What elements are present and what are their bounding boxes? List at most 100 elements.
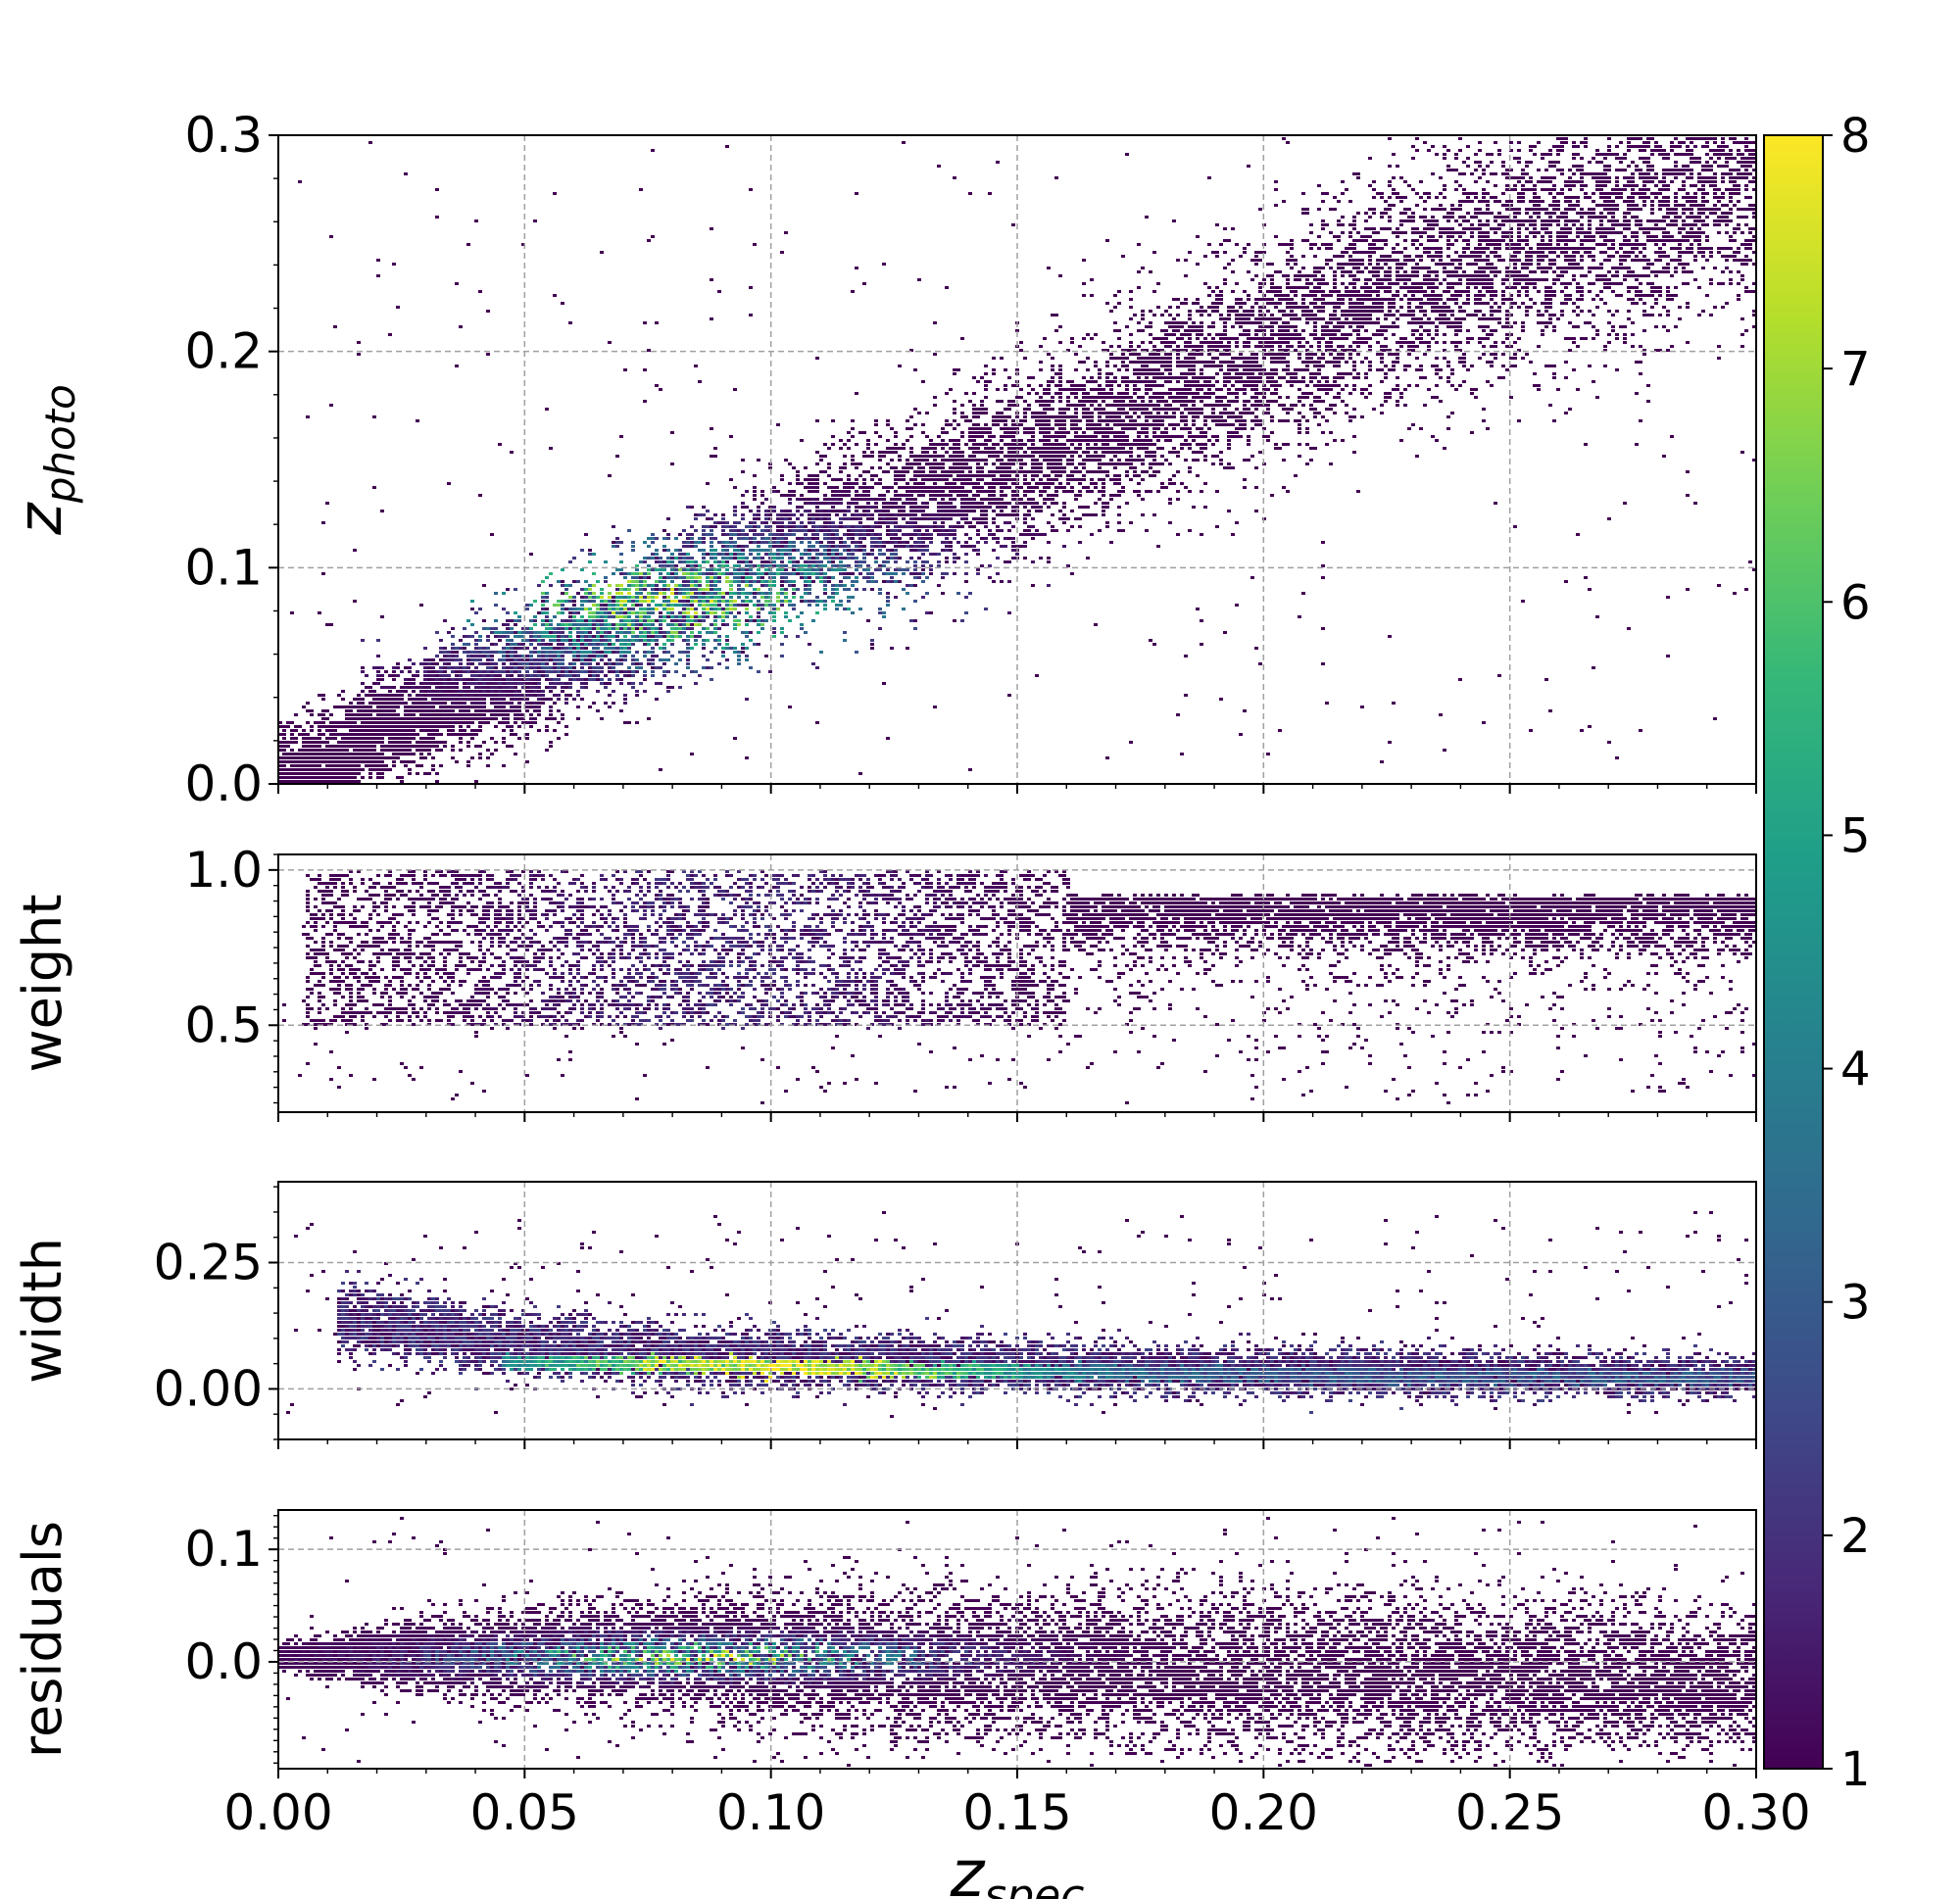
- zphoto-cell: [1164, 368, 1168, 371]
- panel-zphoto: 0.00.10.20.3zphoto: [4, 107, 1756, 812]
- zphoto-cell: [1156, 447, 1160, 450]
- zphoto-cell: [1607, 227, 1611, 230]
- zphoto-cell: [1592, 380, 1595, 383]
- zphoto-cell: [1454, 345, 1458, 348]
- zphoto-cell: [1160, 455, 1164, 458]
- zphoto-cell: [427, 741, 431, 744]
- zphoto-cell: [1674, 192, 1678, 195]
- zphoto-cell: [1646, 227, 1650, 230]
- figure: 0.00.10.20.3zphoto0.51.0weight0.000.25wi…: [0, 0, 1960, 1899]
- zphoto-cell: [866, 439, 870, 442]
- zphoto-cell: [1458, 306, 1462, 309]
- zphoto-cell: [1325, 392, 1329, 395]
- zphoto-cell: [400, 725, 404, 728]
- zphoto-cell: [1298, 333, 1301, 336]
- zphoto-cell: [976, 427, 980, 430]
- zphoto-cell: [580, 643, 584, 646]
- zphoto-cell: [1435, 219, 1439, 222]
- zphoto-cell: [1654, 235, 1658, 238]
- zphoto-cell: [886, 572, 890, 575]
- zphoto-cell: [858, 608, 862, 610]
- zphoto-cell: [980, 506, 984, 509]
- zphoto-cell: [913, 572, 917, 575]
- zphoto-cell: [365, 686, 368, 689]
- zphoto-cell: [1552, 314, 1556, 316]
- zphoto-cell: [674, 576, 678, 579]
- zphoto-cell: [1062, 470, 1066, 473]
- zphoto-cell: [1051, 314, 1054, 316]
- zphoto-cell: [1247, 368, 1250, 371]
- zphoto-cell: [1529, 361, 1533, 364]
- zphoto-cell: [525, 721, 529, 724]
- zphoto-cell: [1564, 267, 1568, 269]
- zphoto-cell: [368, 772, 372, 775]
- zphoto-cell: [1552, 196, 1556, 199]
- zphoto-cell: [1580, 141, 1584, 144]
- zphoto-cell: [1564, 243, 1568, 246]
- zphoto-cell: [463, 670, 466, 673]
- zphoto-cell: [702, 655, 706, 657]
- zphoto-cell: [537, 611, 541, 614]
- zphoto-cell: [1415, 345, 1419, 348]
- zphoto-cell: [568, 627, 572, 630]
- zphoto-cell: [1474, 310, 1478, 313]
- zphoto-cell: [811, 564, 815, 567]
- zphoto-cell: [588, 678, 592, 681]
- zphoto-cell: [1102, 513, 1105, 516]
- zphoto-cell: [1450, 231, 1454, 234]
- zphoto-cell: [968, 521, 972, 524]
- zphoto-cell: [984, 451, 988, 454]
- zphoto-cell: [392, 725, 396, 728]
- zphoto-cell: [1188, 447, 1192, 450]
- zphoto-cell: [878, 553, 882, 556]
- zphoto-cell: [1051, 408, 1054, 411]
- zphoto-cell: [710, 678, 713, 681]
- zphoto-cell: [1137, 321, 1141, 324]
- zphoto-cell: [1576, 325, 1580, 328]
- zphoto-cell: [1564, 208, 1568, 211]
- zphoto-cell: [694, 619, 698, 622]
- zphoto-cell: [1058, 482, 1062, 485]
- zphoto-cell: [627, 615, 631, 618]
- zphoto-cell: [757, 513, 760, 516]
- zphoto-cell: [1674, 267, 1678, 269]
- zphoto-cell: [1631, 270, 1635, 273]
- zphoto-cell: [1552, 325, 1556, 328]
- zphoto-cell: [1466, 196, 1470, 199]
- zphoto-cell: [1290, 239, 1294, 242]
- zphoto-cell: [721, 655, 725, 657]
- zphoto-cell: [960, 619, 964, 622]
- zphoto-cell: [1043, 502, 1047, 505]
- zphoto-cell: [662, 537, 666, 540]
- zphoto-cell: [1623, 184, 1627, 187]
- zphoto-cell: [1243, 404, 1247, 407]
- zphoto-cell: [502, 623, 506, 626]
- zphoto-cell: [745, 655, 749, 657]
- zphoto-cell: [1109, 541, 1113, 544]
- zphoto-cell: [286, 745, 290, 748]
- zphoto-cell: [662, 545, 666, 548]
- zphoto-cell: [1411, 157, 1415, 160]
- zphoto-cell: [1509, 396, 1513, 399]
- zphoto-cell: [506, 709, 510, 712]
- zphoto-cell: [1396, 227, 1399, 230]
- zphoto-cell: [1239, 317, 1243, 320]
- zphoto-cell: [855, 529, 858, 532]
- zphoto-cell: [941, 533, 945, 536]
- zphoto-cell: [1388, 137, 1392, 140]
- zphoto-cell: [1035, 510, 1039, 512]
- zphoto-cell: [490, 631, 494, 634]
- zphoto-cell: [729, 592, 733, 595]
- zphoto-cell: [804, 576, 808, 579]
- zphoto-cell: [1635, 294, 1639, 297]
- zphoto-cell: [1497, 270, 1501, 273]
- zphoto-cell: [466, 741, 470, 744]
- zphoto-cell: [753, 592, 757, 595]
- zphoto-cell: [474, 631, 478, 634]
- zphoto-cell: [862, 510, 866, 512]
- zphoto-cell: [1160, 357, 1164, 360]
- zphoto-cell: [1592, 172, 1595, 175]
- zphoto-cell: [960, 545, 964, 548]
- zphoto-cell: [1744, 223, 1748, 226]
- zphoto-cell: [1544, 286, 1548, 289]
